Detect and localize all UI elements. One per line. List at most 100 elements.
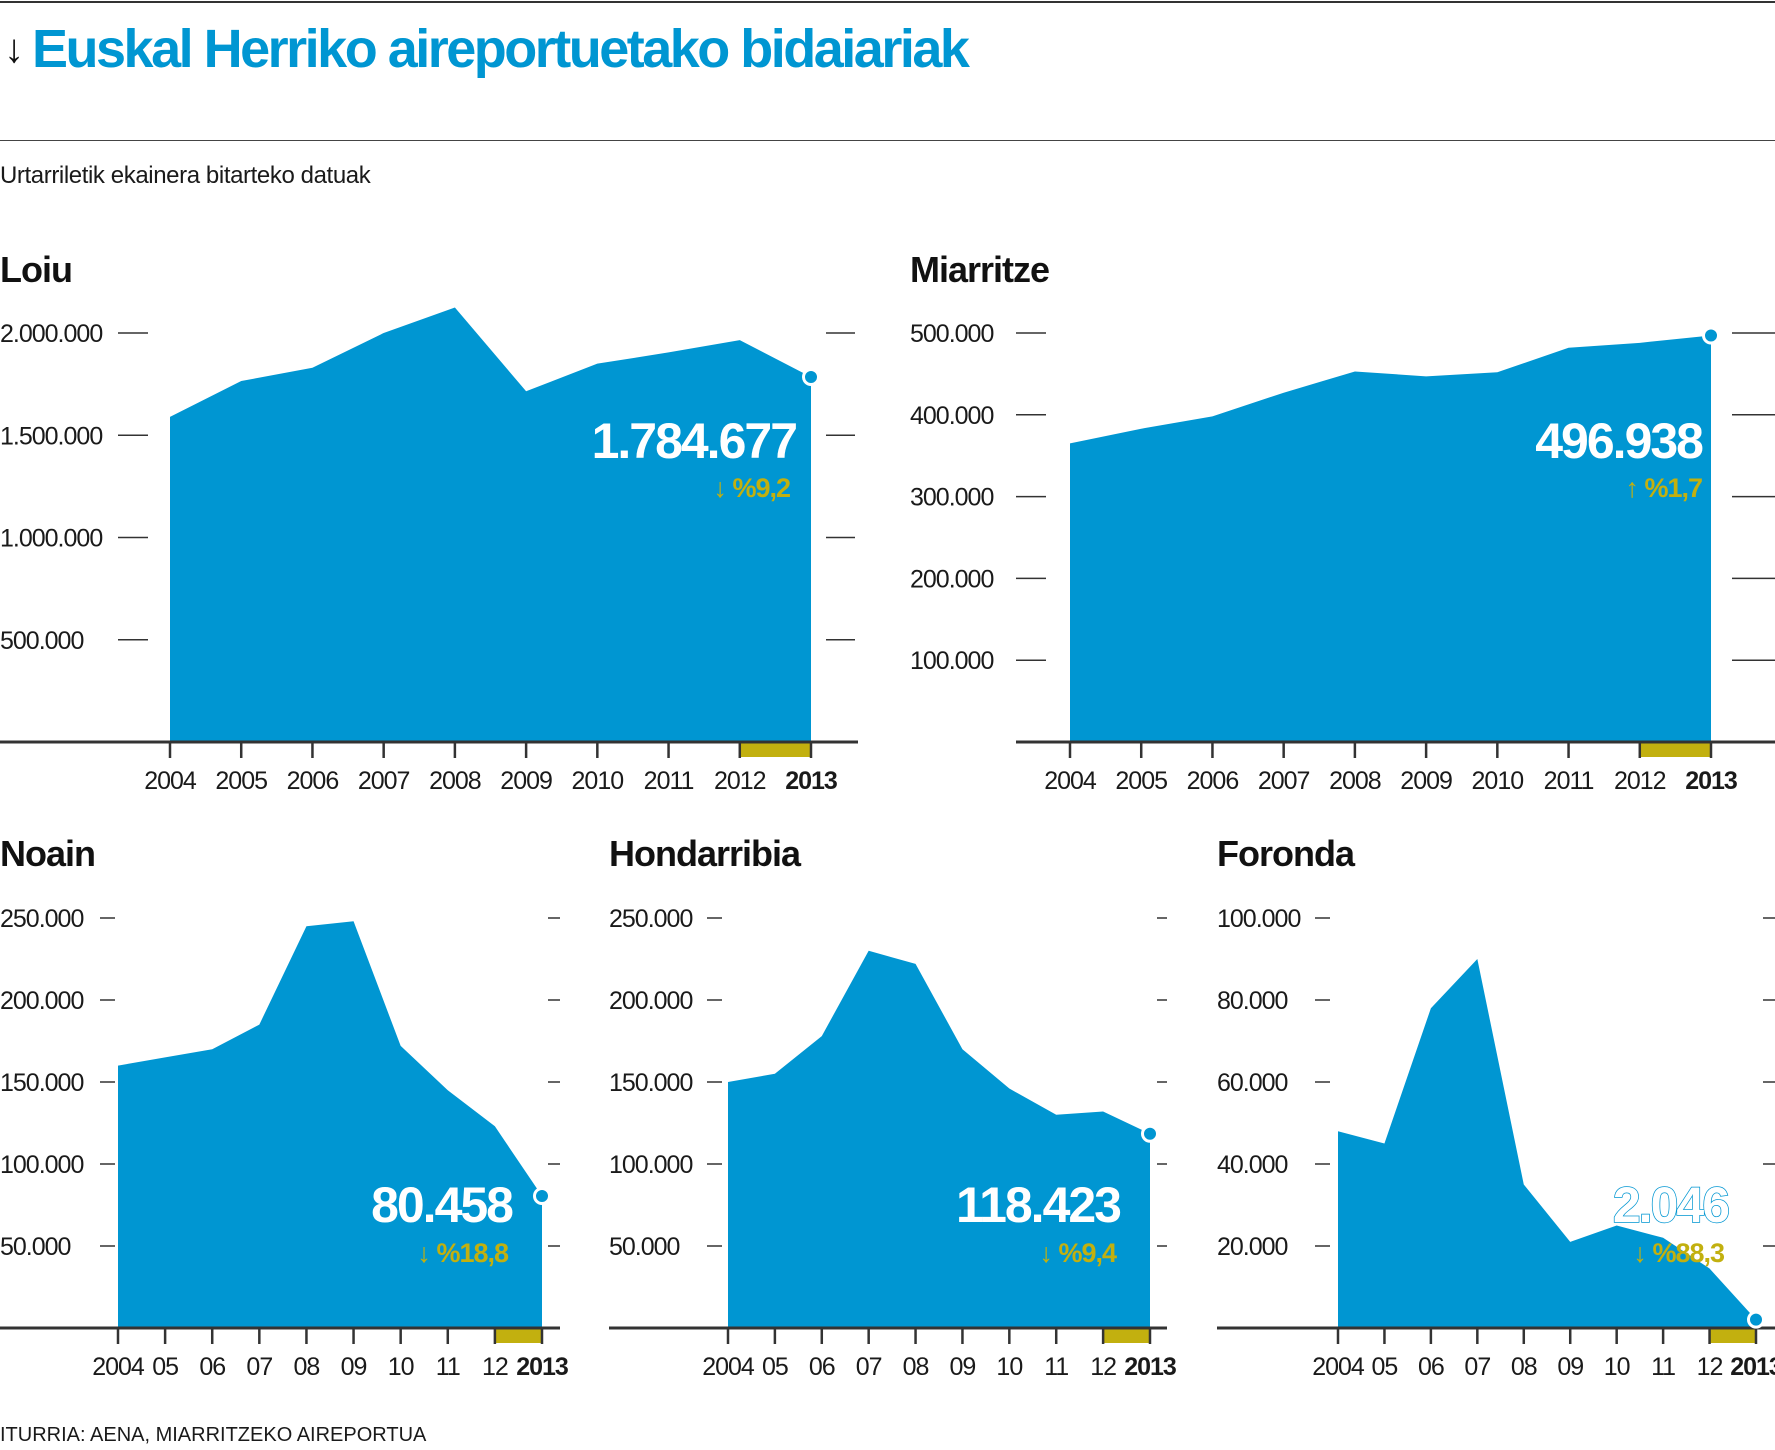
x-tick-label: 2013 [1124,1353,1176,1381]
x-tick-label: 2007 [1258,767,1310,795]
x-tick-label: 11 [436,1353,460,1381]
x-tick-label: 12 [1697,1353,1723,1381]
panel-title: Miarritze [910,249,1049,290]
arrow-down-icon: ↓ [1039,1238,1058,1268]
y-tick-label: 400.000 [910,402,993,430]
x-tick-label: 2013 [516,1353,568,1381]
chart-panel-noain: Noain 250.000 200.000 150.000 100.000 50.000 2… [0,833,569,1381]
area-series [1338,959,1756,1328]
x-tick-label: 07 [1464,1353,1490,1381]
x-tick-label: 11 [1651,1353,1675,1381]
area-series [728,950,1150,1328]
change-value: %18,8 [436,1238,509,1268]
arrow-up-icon: ↑ [1625,473,1644,503]
highlight-value: 118.423 [956,1177,1120,1233]
x-tick-label: 2013 [1730,1353,1775,1381]
x-tick-label: 2006 [1187,767,1239,795]
x-tick-label: 08 [1511,1353,1537,1381]
change-label: ↓ %9,2 [713,473,790,503]
x-tick-label: 2006 [287,767,339,795]
y-tick-label: 200.000 [0,987,83,1015]
x-tick-label: 09 [1557,1353,1583,1381]
highlight-value: 496.938 [1535,413,1703,469]
highlight-value: 1.784.677 [592,413,797,469]
change-value: %9,4 [1058,1238,1117,1268]
x-tick-label: 2004 [1044,767,1097,795]
panel-title: Noain [0,833,95,874]
y-tick-label: 250.000 [0,905,83,933]
y-tick-label: 100.000 [910,647,993,675]
y-tick-label: 20.000 [1217,1233,1288,1261]
x-tick-label: 2009 [1400,767,1452,795]
panel-title: Foronda [1217,833,1356,874]
highlight-year-bar [494,1328,542,1343]
x-tick-label: 06 [199,1353,225,1381]
change-value: %88,3 [1652,1238,1725,1268]
highlight-year-bar [1709,1328,1756,1343]
change-value: %9,2 [732,473,790,503]
x-tick-label: 07 [246,1353,272,1381]
x-tick-label: 07 [856,1353,882,1381]
y-tick-label: 60.000 [1217,1069,1288,1097]
chart-panel-miarritze: Miarritze 500.000 400.000 300.000 200.000 100… [910,249,1775,795]
y-tick-label: 1.500.000 [0,422,102,450]
x-tick-label: 12 [1090,1353,1116,1381]
x-tick-label: 2012 [714,767,766,795]
highlight-year-bar [739,742,811,757]
x-tick-label: 2013 [1685,767,1737,795]
x-tick-label: 2011 [1544,767,1594,795]
y-tick-label: 200.000 [609,987,692,1015]
x-tick-label: 2005 [1115,767,1167,795]
x-tick-label: 2008 [1329,767,1381,795]
x-tick-label: 2004 [1312,1353,1365,1381]
end-point-marker [533,1187,551,1206]
x-tick-label: 05 [762,1353,788,1381]
y-tick-label: 100.000 [609,1151,692,1179]
x-tick-label: 2004 [702,1353,755,1381]
x-tick-label: 2009 [500,767,552,795]
x-tick-label: 06 [809,1353,835,1381]
end-point-marker [1702,326,1720,345]
y-tick-label: 500.000 [0,627,83,655]
x-tick-label: 05 [1372,1353,1398,1381]
highlight-value: 80.458 [371,1177,513,1233]
title-rule [0,140,1775,141]
arrow-down-icon: ↓ [417,1238,436,1268]
x-tick-label: 2005 [215,767,267,795]
x-tick-label: 2004 [92,1353,145,1381]
change-label: ↓ %88,3 [1633,1238,1725,1268]
y-tick-label: 1.000.000 [0,525,102,553]
x-tick-label: 10 [388,1353,414,1381]
y-tick-label: 50.000 [0,1233,71,1261]
x-tick-label: 09 [950,1353,976,1381]
y-tick-label: 250.000 [609,905,692,933]
x-tick-label: 12 [482,1353,508,1381]
chart-panel-foronda: Foronda 100.000 80.000 60.000 40.000 20.000 20… [1217,833,1775,1381]
highlight-year-bar [1639,742,1711,757]
x-tick-label: 2004 [144,767,197,795]
x-tick-label: 2012 [1614,767,1666,795]
y-tick-label: 50.000 [609,1233,680,1261]
x-tick-label: 10 [996,1353,1022,1381]
x-tick-label: 2010 [572,767,624,795]
change-label: ↓ %9,4 [1039,1238,1117,1268]
x-tick-label: 06 [1418,1353,1444,1381]
panel-title: Hondarribia [609,833,802,874]
page-title: Euskal Herriko aireportuetako bidaiariak [32,19,970,79]
y-tick-label: 80.000 [1217,987,1288,1015]
title-row: ↓ Euskal Herriko aireportuetako bidaiari… [4,14,970,84]
area-series [170,307,811,742]
x-tick-label: 2007 [358,767,410,795]
chart-panel-loiu: Loiu 2.000.000 1.500.000 1.000.000 500.000 20… [0,249,858,795]
y-tick-label: 150.000 [609,1069,692,1097]
change-label: ↑ %1,7 [1625,473,1702,503]
change-value: %1,7 [1644,473,1702,503]
subtitle: Urtarriletik ekainera bitarteko datuak [0,162,371,189]
x-tick-label: 08 [903,1353,929,1381]
x-tick-label: 10 [1604,1353,1630,1381]
chart-panel-hondarribia: Hondarribia 250.000 200.000 150.000 100.000 5… [609,833,1177,1381]
end-point-marker [1747,1310,1765,1329]
y-tick-label: 2.000.000 [0,320,102,348]
y-tick-label: 500.000 [910,320,993,348]
x-tick-label: 2013 [785,767,837,795]
